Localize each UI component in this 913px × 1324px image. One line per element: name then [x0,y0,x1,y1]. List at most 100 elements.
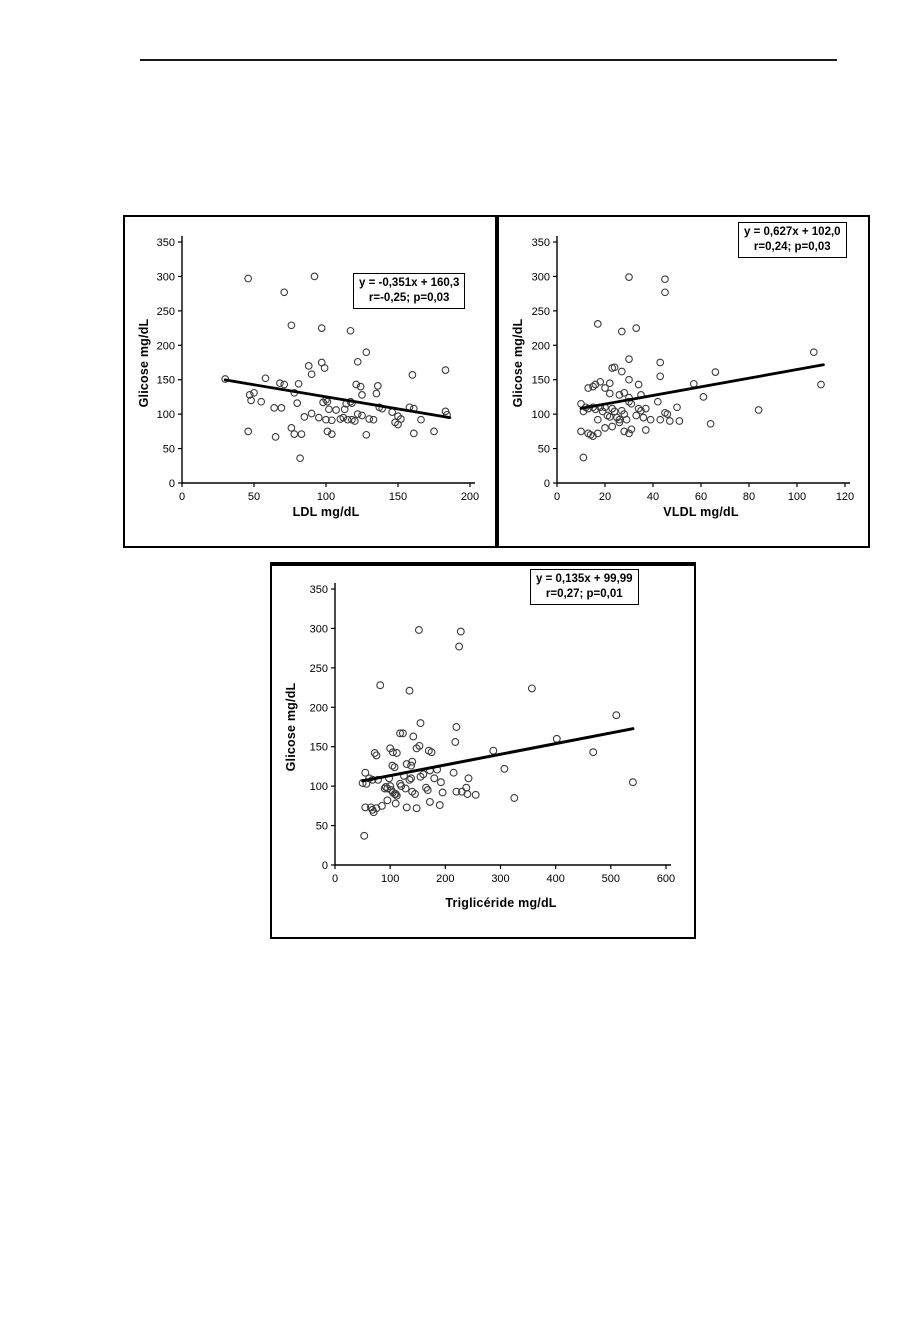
data-point [625,355,633,363]
data-point [628,778,637,787]
data-point [601,424,609,432]
data-point [451,738,460,746]
y-tick-label: 50 [316,821,328,833]
plot-area-triglyceride: 0 50 100 150 200 250 300 350 0 100 200 300 400 500 600 [272,566,694,937]
data-point [257,397,266,406]
data-point [294,379,303,388]
data-point [637,406,645,415]
data-point [391,790,400,798]
data-point [388,748,397,757]
data-point [809,348,818,357]
data-point [307,370,316,379]
data-point [699,393,708,401]
x-tick-label: 0 [554,491,560,503]
y-tick-label: 0 [544,478,550,490]
plot-area-ldl: 0 50 100 150 200 250 300 350 0 50 100 150 200 [125,217,495,546]
data-point [615,391,624,399]
data-point [656,415,665,424]
regression-annotation: y = -0,351x + 160,3 r=-0,25; p=0,03 [353,273,466,309]
data-point [372,751,381,760]
y-tick-label: 350 [157,237,175,249]
data-point [293,399,302,407]
y-tick-label: 200 [532,340,550,352]
data-point [615,415,624,424]
data-point [372,389,381,398]
data-point [394,420,402,429]
y-tick-label: 200 [157,340,175,352]
x-tick-label: 100 [788,491,806,503]
x-tick-label: 200 [461,491,479,503]
data-point [605,413,614,421]
trend-line [361,727,635,783]
data-point [673,403,681,412]
x-axis-title: VLDL mg/dL [663,505,739,519]
y-tick-label: 0 [169,478,175,490]
data-point [625,429,633,438]
data-point [297,430,306,438]
data-point [632,411,641,420]
data-point [661,275,669,284]
data-point [427,748,436,757]
data-point [361,803,370,812]
data-point [675,417,684,425]
y-axis-title: Glicose mg/dL [511,318,525,408]
data-point [577,427,585,436]
regression-equation: y = 0,627x + 102,0 [744,226,841,238]
data-point [332,406,340,414]
data-point [323,397,332,406]
data-point [365,415,374,423]
y-tick-label: 100 [310,781,328,793]
data-point [280,380,289,389]
regression-stats: r=-0,25; p=0,03 [368,291,450,304]
data-point [817,380,825,389]
data-point [711,368,720,376]
data-point [362,430,371,439]
data-point [471,790,480,799]
regression-stats: r=0,24; p=0,03 [753,240,831,253]
data-point [435,801,444,810]
x-tick-label: 500 [602,873,620,885]
data-point [455,642,464,651]
scatter-svg: 0 50 100 150 200 250 300 350 0 20 40 60 80 100 120 [532,236,854,503]
data-point [350,417,359,425]
regression-equation: y = -0,351x + 160,3 [359,277,460,289]
data-point [370,749,379,757]
y-tick-label: 300 [310,623,328,635]
data-point [360,831,369,840]
data-point [327,430,336,438]
data-point [641,426,650,434]
data-point [325,405,333,414]
data-point [369,808,378,817]
trend-line [223,378,452,420]
data-point [398,729,407,738]
data-point [615,418,624,427]
x-tick-label: 300 [491,873,509,885]
data-point [250,388,258,397]
data-point [245,391,254,399]
data-point [627,425,636,434]
data-point [593,429,602,438]
y-tick-label: 250 [532,306,550,318]
data-point [754,406,763,414]
data-point [373,382,382,390]
x-tick-label: 150 [389,491,407,503]
regression-annotation: y = 0,627x + 102,0 r=0,24; p=0,03 [738,222,847,258]
data-point [244,427,253,436]
data-point [419,770,428,779]
data-point [605,389,614,398]
data-point [287,424,296,432]
data-point [358,391,366,399]
data-point [327,416,336,425]
data-point [423,786,432,795]
data-point [430,774,439,783]
data-point [391,799,400,808]
y-axis-title: Glicose mg/dL [137,318,151,408]
trend-line [579,363,825,410]
data-point [412,804,421,813]
data-point [386,782,395,791]
data-point [405,686,414,695]
data-point [270,404,279,412]
data-point [417,415,425,424]
data-point [310,272,319,281]
data-point [422,783,430,792]
